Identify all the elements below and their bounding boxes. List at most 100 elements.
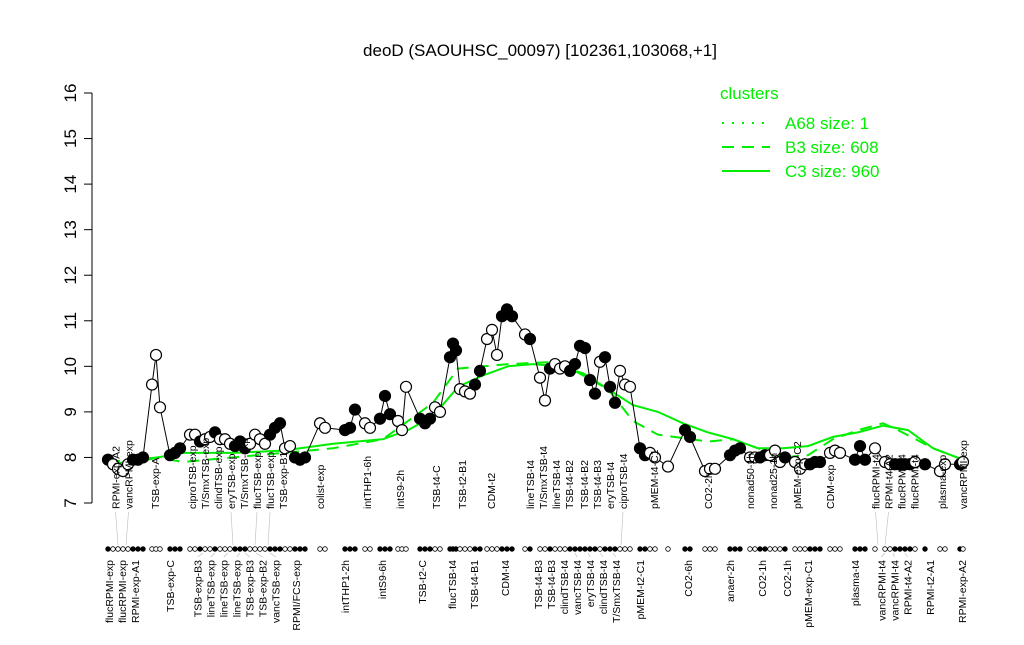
top-sample-label: flucTSB-exp xyxy=(265,452,277,509)
label-leader xyxy=(255,552,263,558)
rug-mark xyxy=(157,546,163,552)
rug-mark xyxy=(777,546,783,552)
rug-mark xyxy=(462,546,468,552)
rug-mark xyxy=(702,546,708,552)
bottom-sample-label: TSB-t4-B1 xyxy=(469,560,481,609)
rug-mark xyxy=(437,546,443,552)
rug-mark xyxy=(542,546,548,552)
label-leader xyxy=(210,552,216,558)
rug-mark xyxy=(882,546,888,552)
rug-mark xyxy=(862,546,868,552)
label-leader xyxy=(587,552,591,558)
rug-mark xyxy=(207,546,213,552)
data-point xyxy=(938,458,952,471)
rug-mark xyxy=(647,546,653,552)
bottom-sample-label: flucRPMI-exp xyxy=(104,560,116,623)
label-leader xyxy=(904,552,908,558)
data-point xyxy=(848,453,862,466)
y-tick-label: 13 xyxy=(61,220,80,239)
rug-mark xyxy=(682,546,688,552)
top-sample-label: intTHP1-6h xyxy=(362,456,374,509)
label-leader xyxy=(254,511,258,546)
rug-mark xyxy=(212,546,218,552)
top-sample-label: flucRPMI-t4 xyxy=(871,454,883,509)
label-leader xyxy=(620,511,624,546)
label-leader xyxy=(125,511,129,546)
top-sample-label: clindTSB-exp xyxy=(213,446,225,509)
bottom-sample-label: RPMI/FCS-exp xyxy=(291,560,303,631)
rug-mark xyxy=(752,546,758,552)
rug-mark xyxy=(665,546,671,552)
bottom-sample-label: RPMI-t4-A2 xyxy=(902,560,914,615)
data-point xyxy=(568,357,582,371)
sample-labels: RPMI-exp-A2 vancRPMI-exp TSB-exp-A ciproTSB… xyxy=(104,438,970,631)
data-point xyxy=(348,403,362,416)
y-tick-label: 7 xyxy=(61,498,80,507)
rug-mark xyxy=(687,546,693,552)
rug-mark xyxy=(817,546,823,552)
rug-mark xyxy=(907,546,913,552)
data-point xyxy=(243,437,257,450)
data-series xyxy=(101,303,970,478)
rug-mark xyxy=(237,546,243,552)
bottom-sample-label: vancRPMI-t4 xyxy=(889,560,901,621)
rug-mark xyxy=(422,546,428,552)
rug-mark xyxy=(499,546,505,552)
rug-mark xyxy=(403,546,409,552)
rug-mark xyxy=(960,546,966,552)
rug-mark xyxy=(427,546,433,552)
data-point xyxy=(588,387,602,400)
top-sample-label: colist-exp xyxy=(315,464,327,509)
data-point xyxy=(648,451,662,464)
rug-mark xyxy=(282,546,288,552)
top-sample-label: RPMI-t4-A2 xyxy=(884,454,896,509)
data-point xyxy=(918,458,932,471)
rug-mark xyxy=(342,546,348,552)
top-sample-label: vancRPMI-exp xyxy=(958,440,970,509)
rug-mark xyxy=(252,546,258,552)
rug-mark xyxy=(552,546,558,552)
data-point xyxy=(463,387,477,400)
rug-mark xyxy=(377,546,383,552)
bottom-sample-label: pMEM-exp-C1 xyxy=(803,560,815,628)
top-sample-label: RPMI-exp-A2 xyxy=(111,446,123,509)
top-sample-label: lineTSB-t4 xyxy=(551,460,563,509)
top-sample-label: TSB-t4-B3 xyxy=(592,460,604,509)
rug-mark xyxy=(912,546,918,552)
top-sample-label: vancRPMI-exp xyxy=(124,440,136,509)
y-axis: 7 8 9 10 11 12 13 14 15 16 xyxy=(61,84,93,508)
rug-mark xyxy=(387,546,393,552)
data-point xyxy=(433,405,447,418)
rug-mark xyxy=(110,546,116,552)
y-tick-label: 12 xyxy=(61,266,80,285)
y-tick-label: 9 xyxy=(61,407,80,416)
data-point xyxy=(533,371,547,384)
top-sample-label: CDM-t2 xyxy=(486,473,498,509)
rug-mark xyxy=(592,546,598,552)
data-point xyxy=(853,439,867,453)
bottom-sample-label: clindTSB-t4 xyxy=(598,560,610,614)
data-point xyxy=(136,451,150,464)
data-point xyxy=(613,364,627,377)
rug-mark xyxy=(622,546,628,552)
rug-mark xyxy=(484,546,490,552)
top-sample-label: CDM-exp xyxy=(825,465,837,509)
bottom-sample-label: intTHP1-2h xyxy=(340,560,352,613)
bottom-sample-label: RPMI-t2-A1 xyxy=(925,560,937,615)
bottom-sample-label: vancTSB-exp xyxy=(271,560,283,623)
rug-mark xyxy=(489,546,495,552)
data-point xyxy=(153,401,167,414)
rug-mark xyxy=(504,546,510,552)
rug-mark xyxy=(247,546,253,552)
bottom-sample-label: RPMI-exp-A2 xyxy=(957,560,969,623)
rug-mark xyxy=(522,546,528,552)
data-point xyxy=(145,378,159,391)
rug-mark xyxy=(897,546,903,552)
rug-mark xyxy=(262,546,268,552)
rug-mark xyxy=(477,546,483,552)
rug-mark xyxy=(287,546,293,552)
bottom-sample-label: TSB-t4-B3 xyxy=(533,560,545,609)
bottom-sample-label: eryTSB-t4 xyxy=(585,560,597,607)
label-leader xyxy=(223,552,229,558)
